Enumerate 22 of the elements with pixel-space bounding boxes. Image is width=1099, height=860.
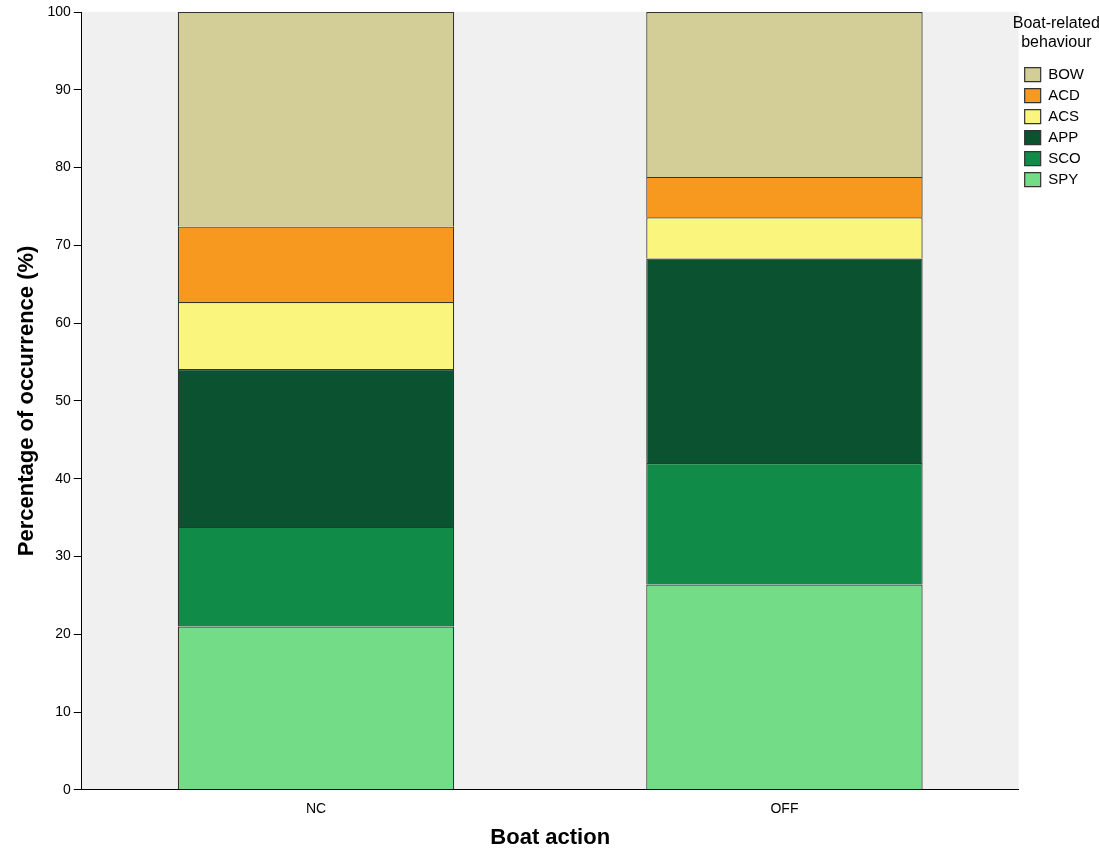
y-tick-label: 10 [55, 702, 71, 719]
x-tick-label: NC [305, 800, 327, 817]
y-tick-label: 30 [55, 547, 71, 564]
legend-title: Boat-related behaviour [1012, 14, 1099, 51]
y-tick-label: 70 [55, 236, 71, 253]
y-tick-label: 20 [55, 625, 71, 642]
legend-label: SPY [1048, 169, 1079, 187]
legend-label: ACS [1048, 106, 1080, 124]
y-axis-title: Percentage of occurrence (%) [13, 245, 39, 557]
legend-label: BOW [1048, 64, 1085, 82]
y-tick-label: 50 [55, 391, 71, 408]
x-tick-label: OFF [770, 800, 799, 817]
legend-label: ACD [1048, 85, 1081, 103]
y-tick-label: 80 [55, 158, 71, 175]
y-tick-label: 60 [55, 313, 71, 330]
y-tick-label: 100 [47, 2, 71, 19]
legend-label: APP [1048, 127, 1079, 145]
y-tick-label: 40 [55, 469, 71, 486]
x-axis-title: Boat action [490, 823, 611, 849]
y-tick-label: 90 [55, 80, 71, 97]
y-tick-label: 0 [62, 780, 71, 797]
legend-label: SCO [1048, 148, 1081, 166]
